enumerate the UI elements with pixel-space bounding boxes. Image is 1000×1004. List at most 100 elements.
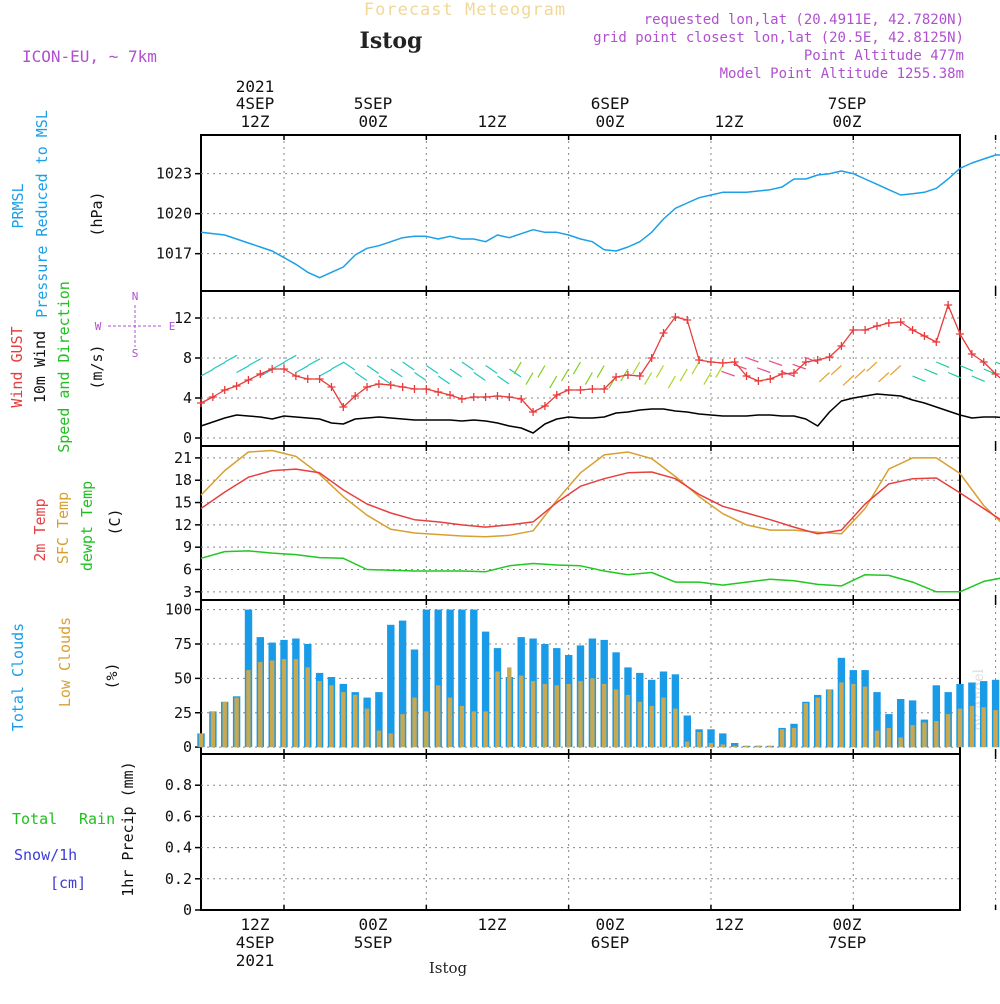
low-cloud-bar bbox=[602, 683, 607, 748]
bottom-label-text: 5SEP bbox=[354, 933, 393, 952]
low-cloud-bar bbox=[625, 694, 631, 748]
temperature-ytick-label: 18 bbox=[174, 471, 192, 489]
cloud-unit: (%) bbox=[103, 662, 121, 689]
wind-gust-marker bbox=[872, 322, 881, 330]
wind-gust-marker bbox=[683, 316, 692, 324]
clouds-ytick-label: 50 bbox=[174, 669, 192, 687]
wind-direction-arrow bbox=[485, 365, 498, 374]
low-cloud-bar bbox=[329, 685, 334, 748]
wind-direction-arrow bbox=[461, 361, 474, 371]
low-cloud-bar bbox=[234, 697, 239, 748]
top-label-2: 5SEP 00Z bbox=[354, 94, 393, 131]
wind-gust-marker bbox=[635, 372, 644, 380]
wind-gust-marker bbox=[291, 372, 300, 380]
wind-direction-arrow bbox=[866, 361, 878, 372]
bottom-label-text: 12Z bbox=[478, 915, 507, 934]
low-cloud-bar bbox=[530, 681, 536, 748]
wind-gust-marker bbox=[932, 338, 941, 346]
wind-gust-marker bbox=[564, 386, 573, 394]
low-cloud-bar bbox=[661, 697, 666, 748]
wind-gust-marker bbox=[303, 375, 312, 383]
low-cloud-bar bbox=[637, 701, 642, 748]
temperature-ytick-label: 6 bbox=[183, 560, 192, 578]
total-cloud-bar bbox=[375, 692, 383, 748]
top-label-text: 5SEP bbox=[354, 94, 393, 113]
wind-direction-arrow bbox=[248, 358, 262, 367]
low-cloud-bar bbox=[542, 683, 548, 748]
wind-gust-marker bbox=[374, 380, 383, 388]
low-cloud-bar bbox=[803, 703, 808, 748]
low-cloud-bar bbox=[447, 697, 453, 748]
low-cloud-bar bbox=[364, 708, 370, 748]
temperature-ytick-label: 21 bbox=[174, 449, 192, 467]
wind-unit: (m/s) bbox=[88, 344, 106, 389]
wind-direction-arrow bbox=[842, 375, 854, 386]
wind-gust-marker bbox=[220, 386, 229, 394]
low-cloud-bar bbox=[566, 683, 571, 748]
wind-gust-marker bbox=[908, 326, 917, 334]
wind-direction-arrow bbox=[212, 361, 226, 370]
wind-gust-marker bbox=[351, 392, 360, 400]
wind-gust-marker bbox=[825, 353, 834, 361]
low-cloud-bar bbox=[744, 745, 749, 748]
wind-gust-marker bbox=[695, 356, 704, 364]
bottom-label-6: 00Z 7SEP bbox=[828, 915, 867, 952]
wind-direction-arrow bbox=[537, 365, 546, 378]
pressure-unit: (hPa) bbox=[88, 191, 106, 236]
low-cloud-bar bbox=[934, 721, 939, 748]
low-cloud-bar bbox=[649, 705, 654, 748]
low-cloud-bar bbox=[305, 667, 310, 748]
low-cloud-bar bbox=[578, 681, 583, 748]
top-label-4: 6SEP 00Z bbox=[591, 94, 630, 131]
wind-direction-arrow bbox=[549, 375, 558, 389]
cloud-total-label: Total Clouds bbox=[9, 623, 27, 731]
wind-gust-marker bbox=[789, 369, 798, 377]
wind-direction-arrow bbox=[260, 368, 273, 377]
wind-gust-marker bbox=[623, 371, 632, 379]
temperature-ytick-label: 3 bbox=[183, 583, 192, 601]
wind-direction-arrow bbox=[632, 361, 641, 375]
low-cloud-bar bbox=[471, 711, 476, 748]
low-cloud-bar bbox=[673, 708, 678, 748]
wind-direction-arrow bbox=[295, 365, 309, 374]
wind-gust-marker bbox=[588, 385, 597, 393]
top-label-text: 12Z bbox=[241, 112, 270, 131]
wind-direction-arrow bbox=[804, 356, 818, 363]
wind-direction-arrow bbox=[572, 361, 582, 375]
low-cloud-bar bbox=[922, 722, 927, 748]
bottom-label-text: 00Z bbox=[596, 915, 625, 934]
wind-gust-marker bbox=[339, 403, 348, 411]
low-cloud-bar bbox=[281, 659, 287, 748]
wind-direction-arrow bbox=[715, 365, 724, 378]
wind-direction-arrow bbox=[818, 372, 830, 383]
top-label-text: 00Z bbox=[359, 112, 388, 131]
low-cloud-bar bbox=[910, 725, 915, 748]
low-cloud-bar bbox=[376, 730, 382, 748]
total-cloud-bar bbox=[387, 624, 395, 748]
precip-ytick-label: 0.4 bbox=[165, 839, 192, 857]
wind-gust-marker bbox=[552, 391, 561, 399]
station-title: Istog bbox=[360, 28, 423, 54]
wind-gust-marker bbox=[659, 329, 668, 337]
wind-gust-marker bbox=[979, 358, 988, 366]
compass-west: W bbox=[95, 320, 102, 333]
low-cloud-bar bbox=[198, 733, 204, 748]
model-altitude: Model Point Altitude 1255.38m bbox=[720, 66, 964, 82]
low-cloud-bar bbox=[768, 745, 773, 748]
wind-gust-marker bbox=[861, 326, 870, 334]
wind-gust-marker bbox=[197, 399, 205, 407]
top-label-1: 2021 4SEP 12Z bbox=[236, 77, 275, 131]
wind-gust-marker bbox=[991, 370, 1000, 378]
low-cloud-bar bbox=[993, 710, 998, 748]
pressure-ytick-label: 1023 bbox=[156, 165, 192, 183]
low-cloud-bar bbox=[412, 697, 417, 748]
low-cloud-bar bbox=[945, 714, 951, 748]
wind-gust-marker bbox=[671, 313, 680, 321]
wind-gust-marker bbox=[315, 375, 324, 383]
wind-gust-marker bbox=[612, 373, 621, 381]
wind-gust-marker bbox=[232, 382, 241, 390]
wind-gust-marker bbox=[280, 365, 289, 373]
wind-gust-marker bbox=[706, 358, 715, 366]
wind-direction-arrow bbox=[756, 367, 771, 374]
